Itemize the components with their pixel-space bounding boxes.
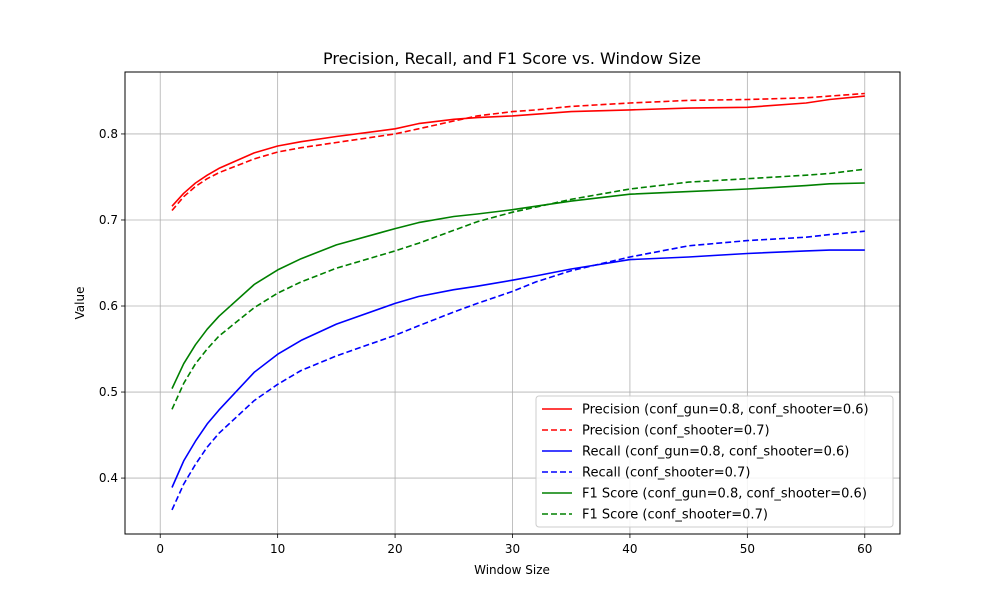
y-tick-label: 0.5 xyxy=(99,385,118,399)
series-line-2 xyxy=(171,249,865,488)
grid-layer xyxy=(125,72,900,534)
x-tick-label: 10 xyxy=(270,542,285,556)
series-layer xyxy=(171,92,865,511)
legend-label-2: Recall (conf_gun=0.8, conf_shooter=0.6) xyxy=(582,445,849,460)
y-axis-label: Value xyxy=(73,287,87,320)
tick-layer: 0 10 20 30 40 50 60 0.4 0.5 0.6 0.7 0.8 xyxy=(99,127,873,556)
legend-box xyxy=(535,395,894,528)
series-line-3 xyxy=(171,230,865,511)
x-tick-label: 40 xyxy=(622,542,637,556)
x-tick-label: 20 xyxy=(387,542,402,556)
y-tick-label: 0.6 xyxy=(99,299,118,313)
legend-label-5: F1 Score (conf_shooter=0.7) xyxy=(582,508,768,523)
x-tick-label: 0 xyxy=(156,542,164,556)
x-tick-label: 60 xyxy=(857,542,872,556)
series-line-0 xyxy=(171,95,865,207)
y-tick-label: 0.8 xyxy=(99,127,118,141)
series-line-1 xyxy=(171,92,865,212)
legend-label-1: Precision (conf_shooter=0.7) xyxy=(582,424,770,439)
y-tick-label: 0.7 xyxy=(99,213,118,227)
x-axis-label: Window Size xyxy=(474,563,550,577)
chart-title: Precision, Recall, and F1 Score vs. Wind… xyxy=(323,49,701,68)
x-tick-label: 50 xyxy=(740,542,755,556)
series-line-4 xyxy=(171,182,865,389)
series-line-5 xyxy=(171,168,865,410)
x-tick-label: 30 xyxy=(505,542,520,556)
legend-label-0: Precision (conf_gun=0.8, conf_shooter=0.… xyxy=(582,403,869,418)
y-tick-label: 0.4 xyxy=(99,471,118,485)
legend-label-4: F1 Score (conf_gun=0.8, conf_shooter=0.6… xyxy=(582,487,867,502)
legend: Precision (conf_gun=0.8, conf_shooter=0.… xyxy=(535,395,894,528)
legend-label-3: Recall (conf_shooter=0.7) xyxy=(582,466,750,481)
